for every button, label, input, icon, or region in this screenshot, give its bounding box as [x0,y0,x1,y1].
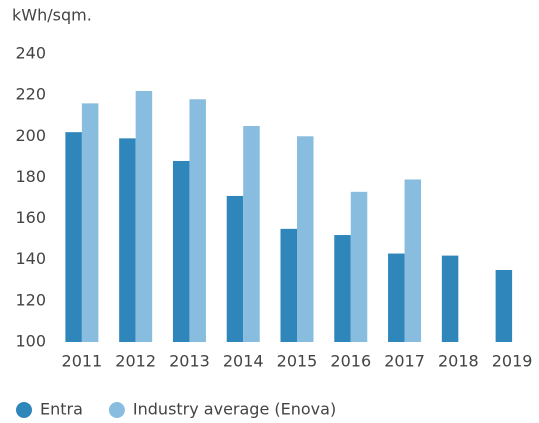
x-tick-label: 2019 [492,352,533,371]
y-tick-label: 120 [15,290,46,309]
y-tick-label: 200 [15,126,46,145]
x-tick-label: 2016 [330,352,371,371]
y-tick-label: 180 [15,167,46,186]
x-tick-label: 2011 [62,352,103,371]
x-tick-label: 2013 [169,352,210,371]
bar [404,179,422,342]
bar [81,103,99,342]
y-axis-label: kWh/sqm. [12,6,92,25]
bar [189,99,206,342]
y-tick-label: 100 [15,332,46,351]
bar [119,138,136,342]
legend-label: Industry average (Enova) [133,400,336,419]
y-tick-label: 240 [15,44,46,63]
bar [226,195,244,342]
bar [495,270,513,342]
legend-swatch [108,402,125,418]
bar [65,132,82,342]
bar [135,91,153,343]
bar [441,255,459,342]
y-tick-label: 140 [15,249,46,268]
bar [350,191,368,342]
legend-swatch [16,402,32,418]
x-tick-label: 2018 [438,352,479,371]
x-tick-label: 2015 [277,352,318,371]
x-tick-label: 2017 [384,352,425,371]
x-tick-label: 2012 [115,352,156,371]
bar [334,235,351,342]
y-tick-label: 220 [15,85,46,104]
bar [297,136,314,342]
bar [243,126,260,342]
bar [388,253,405,342]
y-tick-label: 160 [15,208,46,227]
x-tick-label: 2014 [223,352,264,371]
bar [172,160,190,342]
legend-label: Entra [40,400,83,419]
bar [280,228,297,342]
